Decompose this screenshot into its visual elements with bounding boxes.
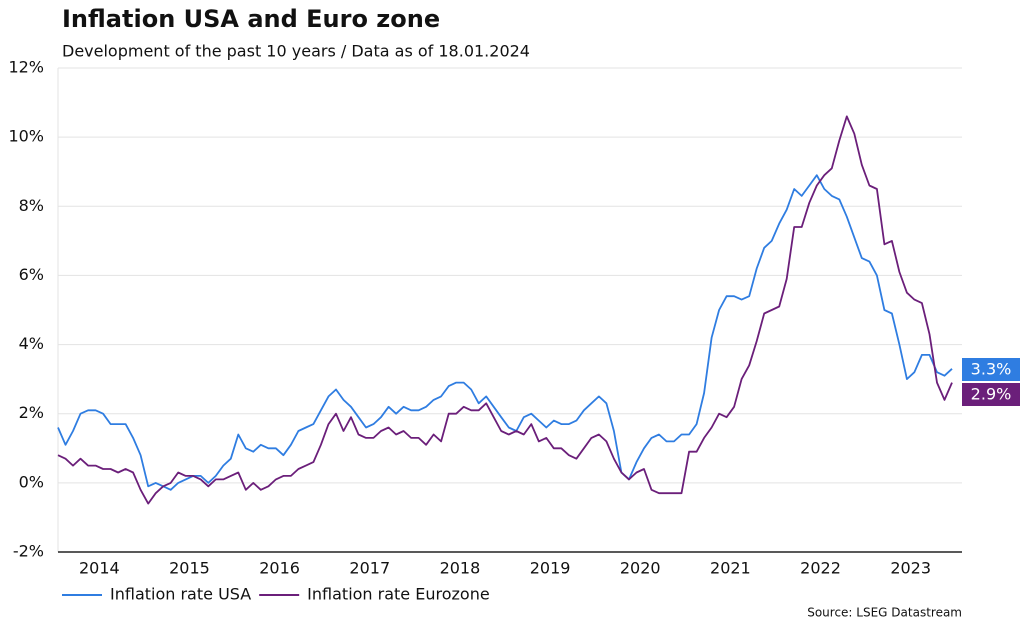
- y-tick-label: 10%: [8, 127, 44, 146]
- line-series: [57, 115, 953, 505]
- x-tick-label: 2014: [79, 559, 120, 578]
- x-tick-label: 2017: [349, 559, 390, 578]
- y-tick-label: 4%: [19, 334, 44, 353]
- chart-subtitle: Development of the past 10 years / Data …: [62, 42, 530, 61]
- x-tick-label: 2023: [890, 559, 931, 578]
- end-label: 2.9%: [971, 385, 1012, 404]
- y-tick-label: 2%: [19, 403, 44, 422]
- x-tick-label: 2020: [620, 559, 661, 578]
- y-tick-label: 12%: [8, 58, 44, 77]
- end-label-box: [962, 383, 1020, 406]
- legend-label: Inflation rate Eurozone: [307, 585, 490, 604]
- end-label-box: [962, 358, 1020, 381]
- line-series: [57, 174, 953, 491]
- y-tick-label: -2%: [13, 542, 44, 561]
- source: Source: LSEG Datastream: [807, 606, 962, 620]
- x-tick-label: 2018: [440, 559, 481, 578]
- y-tick-label: 0%: [19, 472, 44, 491]
- x-tick-label: 2016: [259, 559, 300, 578]
- x-tick-label: 2019: [530, 559, 571, 578]
- x-tick-label: 2022: [800, 559, 841, 578]
- legend-label: Inflation rate USA: [110, 585, 251, 604]
- y-tick-label: 6%: [19, 265, 44, 284]
- x-tick-label: 2021: [710, 559, 751, 578]
- x-tick-label: 2015: [169, 559, 210, 578]
- y-tick-label: 8%: [19, 196, 44, 215]
- chart-title: Inflation USA and Euro zone: [62, 5, 440, 33]
- end-label: 3.3%: [971, 360, 1012, 379]
